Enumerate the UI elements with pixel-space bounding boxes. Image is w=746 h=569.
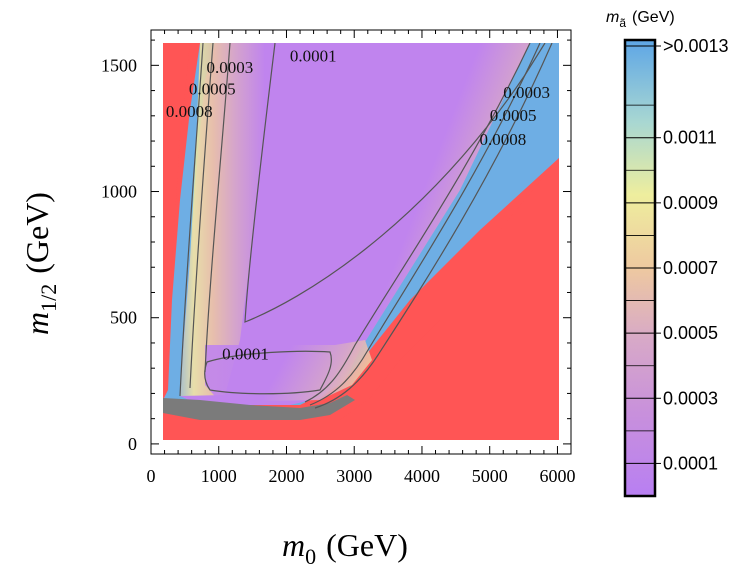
colorbar-title: mã (GeV) [606,9,675,30]
contour-label: 0.0001 [222,344,269,363]
colorbar-title-main: m [606,9,619,26]
contour-0.0005-right [309,43,541,406]
x-tick-label: 5000 [472,466,508,486]
colorbar-tick-label: 0.0007 [663,258,718,278]
excluded-corner [300,158,559,440]
contour-label: 0.0005 [189,79,236,98]
contour-0.0008-right [314,43,553,409]
contour-0.0003-left [204,43,231,373]
heatmap-layer [163,43,559,440]
y-axis: 0 500 1000 1500 [101,39,571,454]
colorbar-tick-label: 0.0001 [663,453,718,473]
x-tick-label: 2000 [268,466,304,486]
colorbar-tick-label: 0.0011 [663,128,717,148]
contour-label: 0.0003 [207,58,254,77]
colorbar: mã (GeV) 0.00010.00030.00050.00070.00090.… [606,9,729,498]
excluded-left [163,43,190,398]
x-tick-label: 1000 [201,466,237,486]
contour-0.0008-left [179,43,204,397]
y-axis-title: m1/2 (GeV) [19,192,61,335]
contour-label: 0.0001 [290,47,337,66]
colorbar-ticks: 0.0001 0.0003 0.0005 0.0007 0.0009 0.0011 >0.0… [655,36,729,473]
colorbar-tick-label: 0.0005 [663,323,718,343]
colorbar-title-sub: ã [619,16,626,30]
y-axis-title-unit: (GeV) [19,192,55,274]
x-axis: 0 1000 2000 3000 4000 5000 6000 [147,30,575,486]
colorbar-tick-label: 0.0009 [663,193,718,213]
lower-pocket [205,340,372,402]
contour-labels: 0.0001 0.0003 0.0005 0.0008 0.0003 0.0005 0.00… [166,47,550,364]
contour-label: 0.0008 [166,102,213,121]
x-tick-label: 6000 [539,466,575,486]
contour-label: 0.0008 [480,130,527,149]
excluded-strip [163,420,559,440]
contour-label: 0.0005 [490,106,537,125]
y-axis-title-sub: 1/2 [36,284,61,312]
contour-0.0001-lower [204,350,332,395]
contour-0.0001-upper [244,43,546,323]
contour-0.0003-right [304,43,531,403]
x-axis-title-main: m [282,527,305,563]
y-tick-label: 0 [128,434,137,454]
contour-0.0005-left [189,43,214,389]
x-axis-title: m0 (GeV) [282,527,408,569]
y-tick-label: 500 [110,308,137,328]
colorbar-title-unit: (GeV) [632,9,675,26]
x-tick-label: 3000 [336,466,372,486]
contour-label: 0.0003 [503,83,550,102]
colorbar-tick-label: >0.0013 [663,36,729,56]
colorbar-tick-label: 0.0003 [663,388,718,408]
grey-band [163,395,355,420]
x-axis-title-unit: (GeV) [326,527,408,563]
y-tick-label: 1000 [101,182,137,202]
x-tick-label: 4000 [404,466,440,486]
colorbar-level-lines [625,45,655,464]
x-tick-label: 0 [147,466,156,486]
y-axis-title-main: m [19,312,55,335]
contours [179,43,553,409]
viable-region [180,43,530,405]
y-tick-label: 1500 [101,55,137,75]
x-axis-title-sub: 0 [305,544,316,569]
left-band [180,43,275,396]
